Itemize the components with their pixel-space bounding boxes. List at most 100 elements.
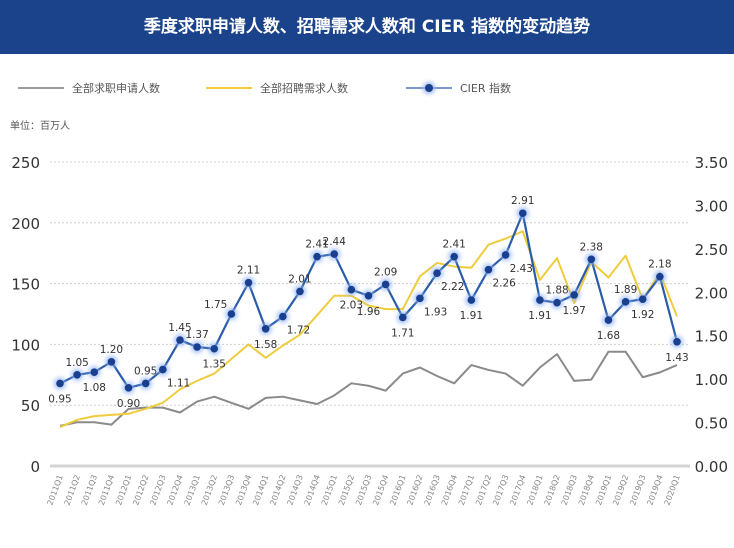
x-tick-label: 2017Q3	[491, 474, 510, 507]
applicants-line	[59, 350, 678, 427]
x-tick-label: 2016Q1	[388, 474, 407, 507]
x-tick-label: 2015Q4	[371, 474, 390, 507]
marker-line-swatch-icon	[406, 84, 452, 92]
right-tick-label: 1.50	[695, 328, 728, 346]
x-tick-label: 2020Q1	[663, 474, 682, 507]
legend-label: 全部招聘需求人数	[260, 82, 348, 95]
x-tick-label: 2012Q2	[131, 474, 150, 507]
x-tick-label: 2017Q2	[474, 474, 493, 507]
left-tick-label: 100	[11, 336, 40, 354]
legend-label: CIER 指数	[460, 82, 512, 95]
x-tick-label: 2016Q4	[440, 474, 459, 507]
cier-data-label: 2.09	[374, 266, 397, 278]
cier-data-label: 0.95	[134, 365, 157, 377]
cier-data-label: 1.72	[287, 325, 310, 337]
cier-data-label: 1.05	[65, 357, 88, 369]
cier-data-label: 1.45	[168, 322, 191, 334]
cier-data-label: 2.03	[340, 300, 363, 312]
x-tick-label: 2012Q3	[148, 474, 167, 507]
x-tick-label: 2014Q4	[303, 474, 322, 507]
right-tick-label: 3.00	[695, 197, 728, 215]
cier-data-label: 1.35	[203, 359, 226, 371]
left-tick-label: 150	[11, 276, 40, 294]
cier-marker	[416, 294, 424, 303]
cier-marker	[364, 291, 373, 300]
cier-data-label: 2.41	[305, 239, 328, 251]
cier-data-label: 0.95	[48, 393, 71, 405]
x-tick-label: 2017Q4	[508, 474, 527, 507]
cier-marker	[296, 287, 304, 296]
cier-marker	[330, 250, 339, 258]
cier-data-label: 2.43	[510, 263, 533, 275]
cier-marker	[347, 285, 356, 294]
right-tick-label: 2.50	[695, 241, 728, 259]
cier-marker	[313, 252, 321, 261]
x-tick-label: 2011Q3	[80, 474, 99, 507]
cier-data-label: 2.26	[492, 278, 516, 290]
cier-marker	[73, 371, 81, 379]
right-tick-label: 0.00	[695, 458, 728, 476]
cier-data-label: 2.18	[648, 259, 671, 271]
cier-marker	[621, 298, 630, 306]
x-tick-label: 2019Q2	[611, 474, 630, 507]
x-tick-label: 2013Q2	[200, 474, 219, 507]
cier-data-label: 2.01	[288, 273, 311, 285]
legend-item-applicants: 全部求职申请人数	[18, 80, 160, 96]
cier-marker	[467, 296, 476, 304]
cier-data-label: 1.92	[631, 309, 654, 321]
cier-data-label: 1.96	[357, 306, 381, 318]
x-tick-label: 2016Q2	[405, 474, 424, 507]
right-tick-label: 1.00	[695, 371, 728, 389]
gray-line-swatch-icon	[18, 87, 64, 89]
cier-data-label: 1.11	[167, 378, 190, 390]
x-tick-label: 2014Q3	[286, 474, 305, 507]
unit-label: 单位：百万人	[10, 121, 70, 132]
demand-line	[59, 230, 678, 429]
cier-data-label: 2.38	[580, 241, 603, 253]
cier-data-label: 1.91	[460, 310, 483, 322]
cier-marker	[279, 312, 287, 321]
right-tick-label: 0.50	[695, 415, 728, 433]
x-tick-label: 2014Q1	[251, 474, 270, 507]
cier-data-label: 2.22	[441, 281, 464, 293]
cier-data-label: 1.71	[391, 327, 414, 339]
cier-marker	[398, 313, 407, 322]
cier-data-label: 0.90	[117, 398, 140, 410]
x-tick-label: 2016Q3	[423, 474, 442, 507]
x-tick-label: 2014Q2	[268, 474, 287, 507]
cier-marker	[227, 310, 236, 318]
x-tick-label: 2013Q1	[183, 474, 202, 507]
cier-data-label: 1.88	[545, 285, 568, 297]
x-tick-label: 2015Q2	[337, 474, 356, 507]
yellow-line-swatch-icon	[206, 87, 252, 89]
x-tick-label: 2013Q3	[217, 474, 236, 507]
cier-marker	[450, 252, 458, 261]
cier-data-label: 1.97	[562, 305, 585, 317]
cier-data-label: 1.08	[83, 382, 106, 394]
cier-data-label: 2.11	[237, 265, 260, 277]
cier-marker	[381, 280, 390, 289]
cier-marker	[553, 298, 561, 307]
cier-data-label: 2.41	[442, 239, 465, 251]
cier-marker	[141, 379, 150, 388]
cier-data-label: 1.93	[424, 306, 447, 318]
cier-data-label: 2.91	[511, 195, 534, 207]
left-tick-label: 0	[30, 458, 40, 476]
cier-marker	[656, 272, 664, 281]
right-tick-label: 3.50	[695, 154, 728, 172]
cier-marker	[433, 269, 441, 277]
cier-marker	[107, 357, 116, 366]
cier-marker	[673, 337, 681, 346]
cier-marker	[501, 251, 510, 259]
x-tick-label: 2011Q1	[46, 474, 65, 507]
cier-marker	[176, 336, 184, 344]
cier-marker	[604, 316, 613, 324]
cier-marker	[570, 291, 578, 299]
cier-marker	[210, 344, 219, 353]
cier-data-label: 1.58	[254, 339, 277, 351]
legend-item-cier: CIER 指数	[406, 80, 511, 96]
x-tick-label: 2019Q1	[594, 474, 613, 507]
cier-data-label: 1.20	[100, 344, 123, 356]
